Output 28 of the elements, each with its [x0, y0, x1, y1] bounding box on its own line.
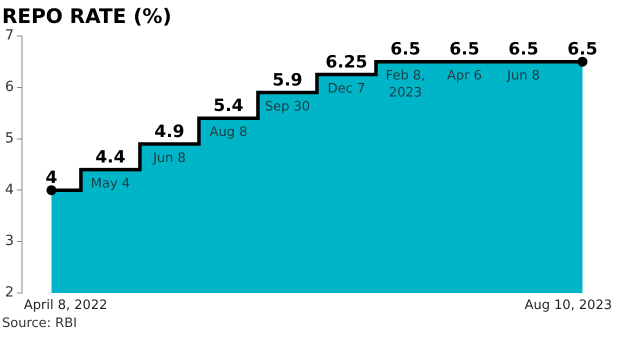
y-tick-label: 7	[4, 28, 14, 44]
y-tick-label: 2	[4, 284, 14, 301]
data-label: 6.5	[567, 40, 598, 60]
y-tick-label: 6	[4, 79, 14, 96]
data-label: 6.5	[449, 40, 480, 60]
x-tick-label: May 4	[90, 176, 130, 192]
x-tick-label: Aug 8	[210, 125, 248, 140]
x-tick-label: Apr 6	[447, 68, 482, 84]
data-label: 5.4	[213, 96, 244, 116]
x-tick-label: Jun 8	[152, 150, 186, 166]
data-label: 6.5	[508, 40, 539, 60]
data-label: 4.9	[154, 122, 184, 142]
y-tick-label: 3	[4, 233, 14, 250]
x-tick-label: Feb 8, 2023	[386, 68, 426, 101]
y-tick-label: 4	[4, 182, 14, 198]
x-tick-label: Jun 8	[506, 68, 540, 84]
x-tick-label: Dec 7	[328, 81, 366, 96]
data-label: 4.4	[95, 148, 126, 168]
x-tick-label: April 8, 2022	[24, 298, 108, 313]
y-tick-label: 5	[4, 130, 14, 146]
data-label: 5.9	[272, 70, 303, 90]
data-label: 4	[45, 168, 58, 188]
x-tick-label: Aug 10, 2023	[524, 298, 612, 313]
data-label: 6.5	[390, 40, 421, 60]
x-tick-label: Sep 30	[264, 99, 310, 114]
data-label: 6.25	[325, 52, 368, 72]
chart-title: REPO RATE (%)	[2, 4, 172, 28]
source-note: Source: RBI	[2, 316, 77, 331]
